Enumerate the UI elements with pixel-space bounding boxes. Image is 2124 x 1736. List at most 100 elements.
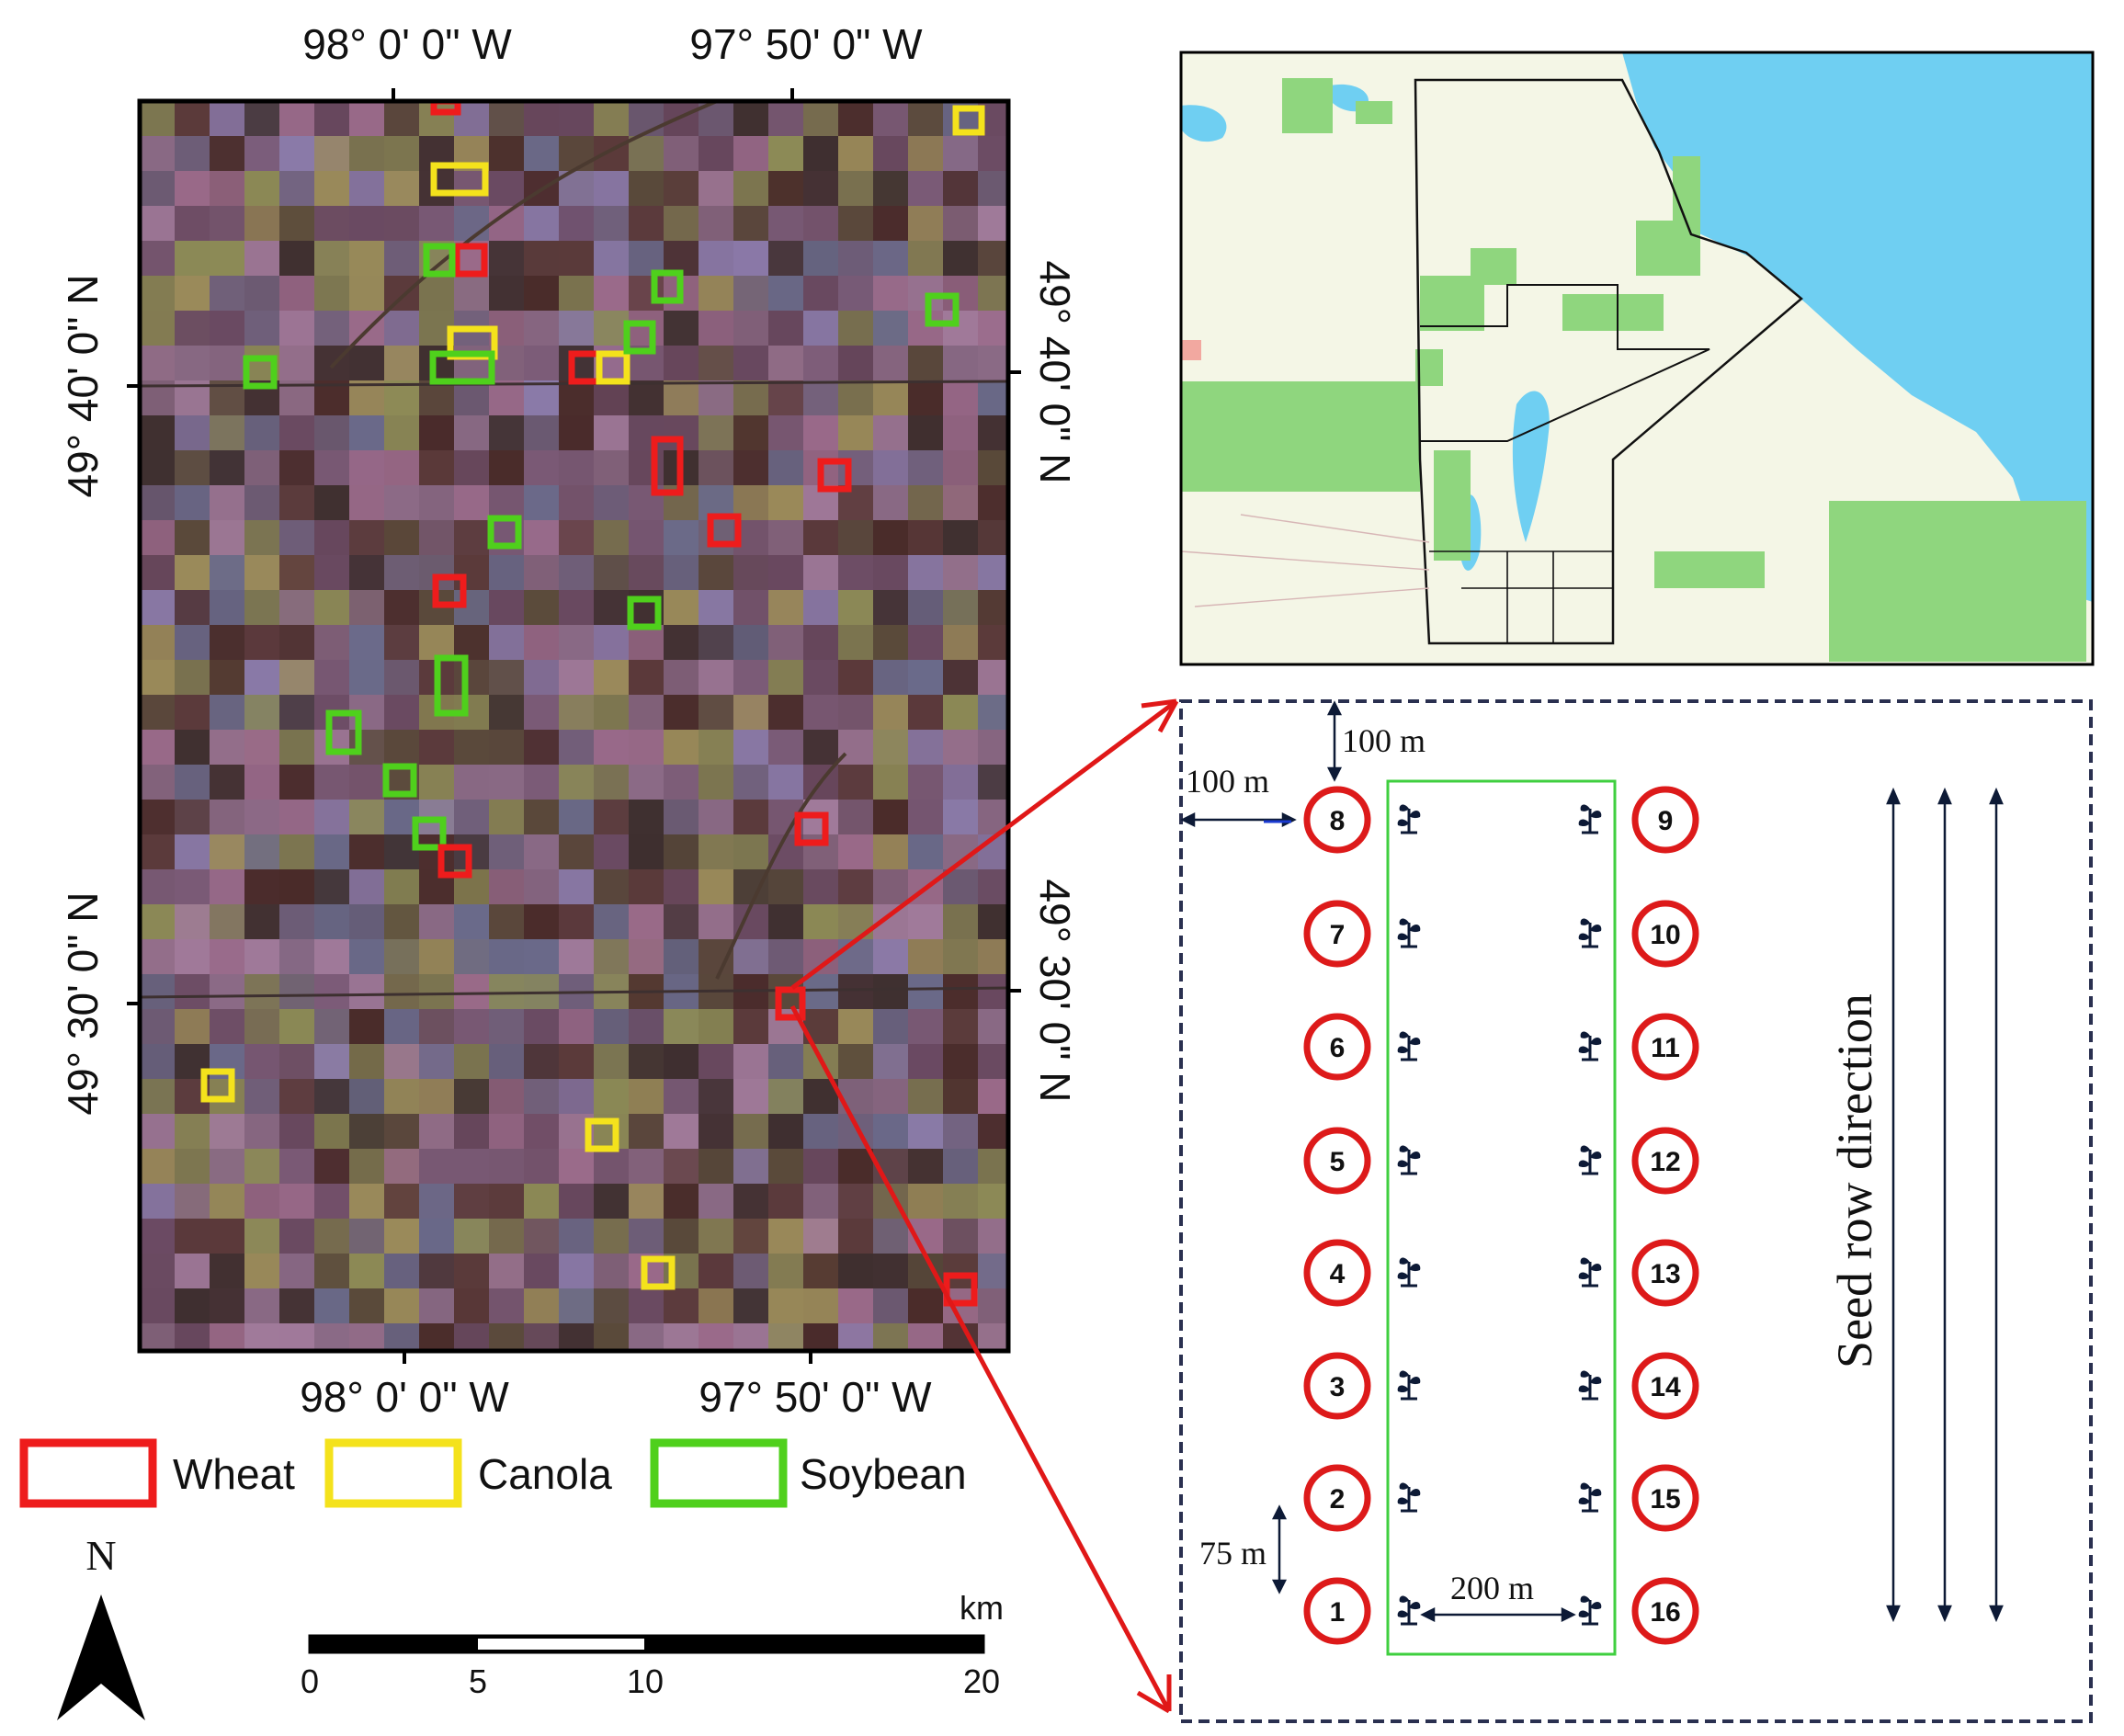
sample-point-10-circle [1631,900,1699,968]
sample-point-5-circle [1303,1127,1371,1195]
sample-point-15-label: 15 [1650,1484,1680,1515]
sample-field-box [596,350,630,385]
sample-field-box [453,243,488,278]
seed-row-label: Seed row direction [1827,993,1882,1368]
sample-field-box [434,654,469,717]
sample-field-box [200,1068,235,1103]
scale-bar: km 0 5 10 20 [301,1589,1004,1700]
left-distance-label: 100 m [1186,763,1269,800]
top-distance-label: 100 m [1342,722,1425,759]
sample-point-2-circle [1303,1464,1371,1532]
sample-point-5-label: 5 [1330,1147,1346,1177]
legend-soybean-label: Soybean [800,1450,967,1498]
layout-frame [1179,699,2093,1723]
sample-field-box [430,101,461,116]
plant-icon [1577,803,1603,834]
graticule-ticks [127,88,1021,1364]
legend-canola-label: Canola [478,1450,612,1498]
sample-field-box [430,162,489,197]
sample-point-6-circle [1303,1013,1371,1081]
sample-field-box [432,573,467,608]
sample-point-9-circle [1631,786,1699,854]
sample-point-7-label: 7 [1330,920,1346,950]
plant-icon [1396,917,1422,948]
sample-point-1-circle [1303,1577,1371,1645]
sample-point-4-label: 4 [1330,1259,1346,1289]
sample-point-7-circle [1303,900,1371,968]
right-lat-label-2: 49° 30' 0" N [1031,879,1079,1103]
inset-map [1179,51,2095,666]
sample-point-3-label: 3 [1330,1372,1346,1402]
sample-point-8-circle [1303,786,1371,854]
left-lat-label-1: 49° 40' 0" N [59,275,107,498]
scale-tick-0: 0 [301,1662,319,1700]
left-lat-label-2: 49° 30' 0" N [59,892,107,1116]
sample-point-1-label: 1 [1330,1597,1346,1628]
sample-point-13-circle [1631,1239,1699,1307]
sample-point-11-circle [1631,1013,1699,1081]
plant-icon [1577,1594,1603,1626]
legend-soybean-swatch [650,1438,788,1508]
inset-frame [1179,51,2095,666]
sample-point-13-label: 13 [1650,1259,1680,1289]
sample-point-16-label: 16 [1650,1597,1680,1628]
plant-icon [1396,1481,1422,1513]
top-lon-label-2: 97° 50' 0" W [689,20,923,68]
legend-wheat-label: Wheat [173,1450,295,1498]
bottom-lon-label-2: 97° 50' 0" W [699,1373,932,1421]
sample-field-box [641,1255,676,1290]
scale-tick-20: 20 [963,1662,1000,1700]
north-arrow-right-icon [101,1594,145,1720]
sample-field-box [423,243,456,278]
sample-point-9-label: 9 [1658,806,1674,836]
sample-field-box [243,355,278,390]
legend-canola-swatch [324,1438,462,1508]
province-boundary [1414,78,1803,645]
plant-icon [1577,1144,1603,1175]
sample-field-box [952,105,985,136]
sample-point-12-label: 12 [1650,1147,1680,1177]
satellite-map: 98° 0' 0" W 97° 50' 0" W 98° 0' 0" W 97°… [59,20,1079,1421]
plant-icon [1396,1256,1422,1288]
sample-point-8-label: 8 [1330,806,1346,836]
bottom-lon-label-1: 98° 0' 0" W [300,1373,509,1421]
sample-field-box [651,436,684,496]
plant-icon [1577,1369,1603,1401]
sample-field-box [925,292,960,327]
top-lon-label-1: 98° 0' 0" W [302,20,512,68]
sample-field-box [437,844,472,879]
sample-point-3-circle [1303,1352,1371,1420]
north-arrow: N [57,1532,145,1720]
sample-point-12-circle [1631,1127,1699,1195]
sample-field-box [775,986,806,1021]
plant-icon [1396,1369,1422,1401]
sample-field-box [585,1118,619,1152]
plant-icon [1577,1030,1603,1061]
legend: Wheat Canola Soybean [19,1438,967,1508]
sample-field-box [487,515,522,550]
callout-arrows [789,698,1179,1714]
sample-field-box [943,1272,978,1307]
lake-winnipeg [1512,391,1550,542]
plant-icon [1396,1030,1422,1061]
legend-wheat-swatch [19,1438,157,1508]
width-label: 200 m [1450,1570,1534,1606]
sample-field-box [794,811,829,846]
sample-field-box [429,350,495,385]
plant-icon [1577,917,1603,948]
plant-icon [1396,1144,1422,1175]
sample-field-box [382,763,417,798]
sample-field-box [707,513,742,548]
spacing-label: 75 m [1199,1535,1266,1571]
seed-row-arrows [1886,787,2004,1623]
sample-point-6-label: 6 [1330,1033,1346,1063]
hudson-bay [1622,52,2093,602]
plant-icon [1577,1481,1603,1513]
field-layout: 100 m 100 m 75 m 200 m 8 7 6 5 4 3 2 1 9 10 11 12 13… [1179,699,2093,1723]
sample-point-16-circle [1631,1577,1699,1645]
satellite-frame [137,98,1011,1354]
plant-icon [1396,803,1422,834]
sample-point-14-label: 14 [1650,1372,1681,1402]
sample-field-box [627,596,662,630]
sample-field-box [325,709,362,755]
